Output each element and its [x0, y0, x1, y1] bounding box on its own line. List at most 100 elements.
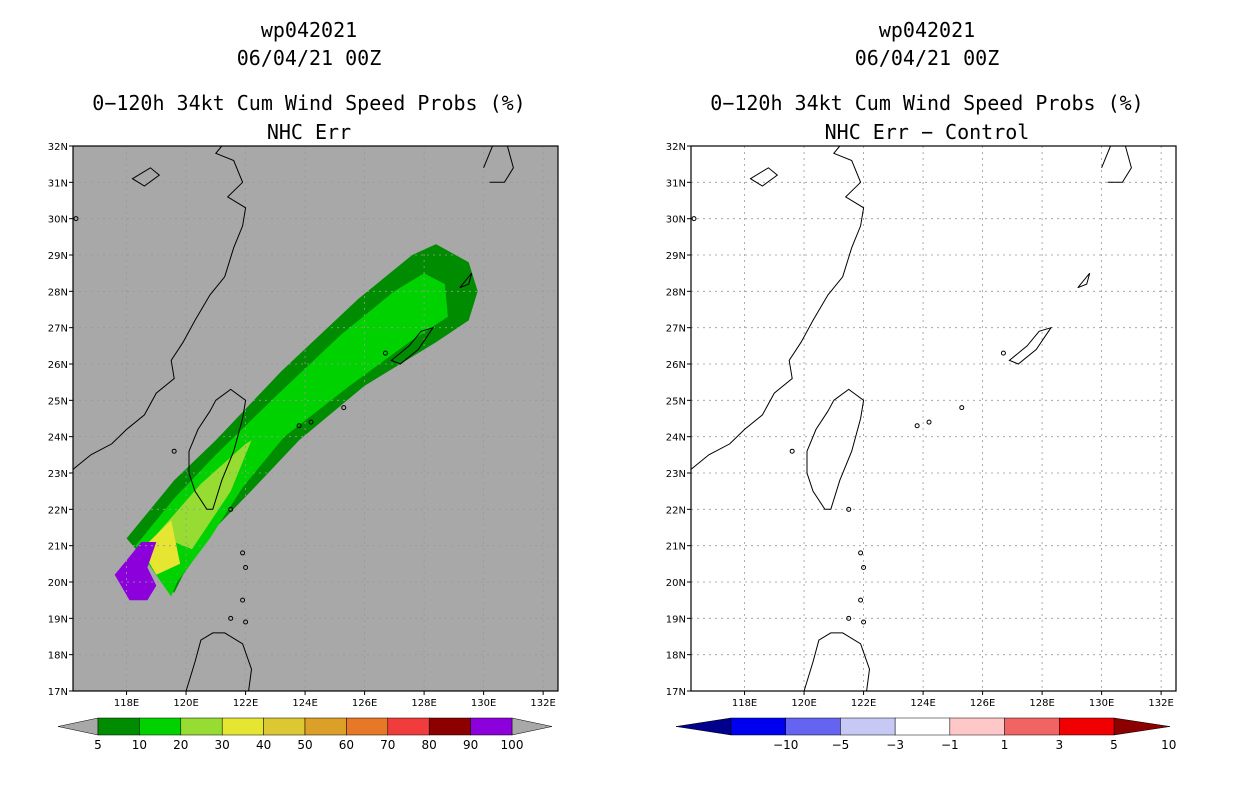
colorbar-label: −3	[886, 738, 904, 752]
lat-label: 17N	[48, 687, 68, 698]
colorbar-label: 10	[132, 738, 147, 752]
small-island	[846, 506, 852, 512]
small-island	[789, 448, 795, 454]
lat-label: 30N	[48, 215, 68, 226]
lon-label: 126E	[352, 698, 377, 709]
left-datetime: 06/04/21 00Z	[236, 46, 382, 70]
map-background	[691, 146, 1176, 691]
colorbar-label: 1	[1001, 738, 1009, 752]
lat-label: 20N	[666, 578, 686, 589]
lon-label: 130E	[1089, 698, 1114, 709]
small-island	[861, 564, 867, 570]
lat-label: 26N	[666, 360, 686, 371]
lat-label: 19N	[48, 614, 68, 625]
lat-label: 32N	[48, 142, 68, 153]
small-island	[228, 615, 234, 621]
right-panel: wp042021 06/04/21 00Z 0−120h 34kt Cum Wi…	[618, 0, 1236, 800]
colorbar-swatch	[180, 717, 223, 736]
small-island	[296, 423, 302, 429]
small-island	[846, 615, 852, 621]
small-island	[240, 550, 246, 556]
lon-label: 130E	[471, 698, 496, 709]
map-frame	[690, 145, 1177, 692]
lat-label: 22N	[48, 505, 68, 516]
colorbar-label: 30	[215, 738, 230, 752]
lat-label: 24N	[666, 433, 686, 444]
lat-label: 20N	[48, 578, 68, 589]
prob-contour-30	[141, 520, 181, 575]
colorbar-label: −1	[941, 738, 959, 752]
right-subtitle: NHC Err − Control	[824, 120, 1030, 144]
map-frame	[72, 145, 559, 692]
lat-label: 21N	[666, 542, 686, 553]
lat-label: 29N	[666, 251, 686, 262]
lon-label: 122E	[851, 698, 876, 709]
colorbar-label: 5	[1110, 738, 1118, 752]
colorbar-swatch	[470, 717, 513, 736]
lat-label: 23N	[666, 469, 686, 480]
colorbar-label: 90	[463, 738, 478, 752]
colorbar-label: 10	[1161, 738, 1176, 752]
small-island	[959, 405, 965, 411]
left-storm-id: wp042021	[260, 18, 358, 42]
lat-label: 28N	[48, 287, 68, 298]
colorbar-label: −10	[773, 738, 798, 752]
colorbar-label: 40	[256, 738, 271, 752]
colorbar-swatch	[1004, 717, 1060, 736]
small-island	[1000, 350, 1006, 356]
grid-lines	[73, 146, 558, 691]
lat-label: 31N	[48, 178, 68, 189]
lat-label: 24N	[48, 433, 68, 444]
lat-label: 31N	[666, 178, 686, 189]
prob-contour-20	[156, 440, 252, 550]
colorbar-high-arrow	[1113, 717, 1171, 736]
lon-label: 128E	[1029, 698, 1054, 709]
lon-label: 128E	[411, 698, 436, 709]
lake-coast	[749, 167, 779, 187]
colorbar-swatch	[428, 717, 471, 736]
lon-label: 118E	[114, 698, 139, 709]
colorbar-label: 60	[339, 738, 354, 752]
lon-label: 124E	[910, 698, 935, 709]
china-coast	[690, 145, 865, 470]
lat-label: 30N	[666, 215, 686, 226]
lat-label: 27N	[48, 324, 68, 335]
small-island	[243, 619, 249, 625]
grid-lines	[691, 146, 1176, 691]
lon-label: 132E	[1148, 698, 1173, 709]
colorbar-label: 100	[501, 738, 524, 752]
lat-label: 25N	[48, 396, 68, 407]
small-island	[691, 216, 697, 222]
lon-label: 122E	[233, 698, 258, 709]
colorbar-low-arrow	[57, 717, 99, 736]
lon-label: 132E	[530, 698, 555, 709]
colorbar-label: 50	[297, 738, 312, 752]
lat-label: 29N	[48, 251, 68, 262]
colorbar-label: −5	[832, 738, 850, 752]
colorbar-label: 3	[1055, 738, 1063, 752]
colorbar-high-arrow	[511, 717, 553, 736]
left-title: 0−120h 34kt Cum Wind Speed Probs (%)	[92, 91, 526, 115]
china-coast	[72, 145, 247, 470]
small-island	[73, 216, 79, 222]
lat-label: 25N	[666, 396, 686, 407]
coastlines	[72, 145, 514, 692]
colorbar-swatch	[949, 717, 1005, 736]
small-island	[171, 448, 177, 454]
right-title: 0−120h 34kt Cum Wind Speed Probs (%)	[710, 91, 1144, 115]
colorbar-swatch	[840, 717, 896, 736]
small-island	[308, 419, 314, 425]
lat-label: 32N	[666, 142, 686, 153]
small-island	[861, 619, 867, 625]
right-storm-id: wp042021	[878, 18, 976, 42]
lat-label: 22N	[666, 505, 686, 516]
okinawa-coast	[390, 326, 435, 365]
colorbar-low-arrow	[675, 717, 732, 736]
lat-label: 17N	[666, 687, 686, 698]
kyushu-coast	[483, 145, 514, 183]
lon-label: 126E	[970, 698, 995, 709]
lat-label: 18N	[666, 651, 686, 662]
left-subtitle: NHC Err	[266, 120, 352, 144]
okinawa-coast	[1008, 326, 1053, 365]
small-island	[243, 564, 249, 570]
